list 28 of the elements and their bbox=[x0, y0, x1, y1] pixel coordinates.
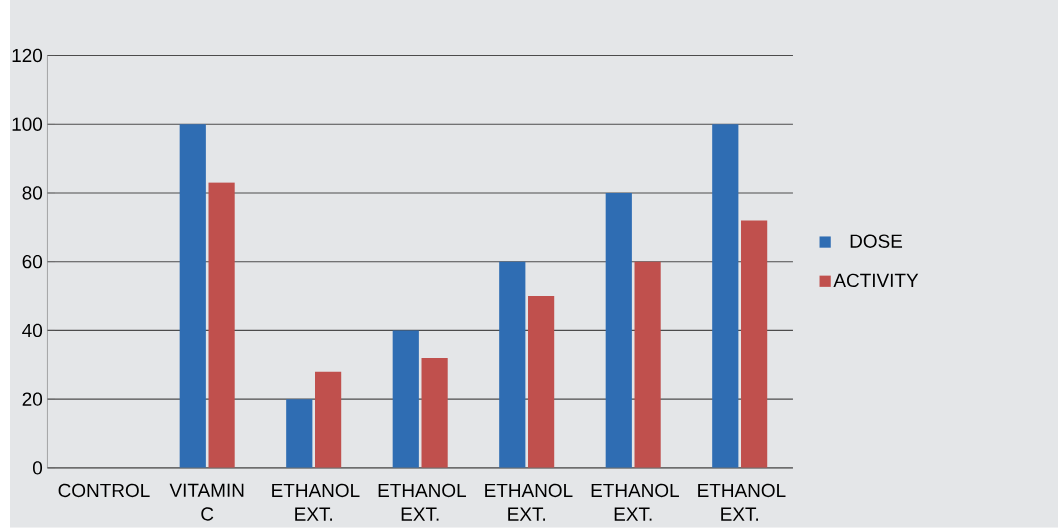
x-tick-label: CONTROL bbox=[58, 483, 150, 498]
bar bbox=[179, 124, 206, 468]
y-tick-label: 20 bbox=[22, 392, 43, 406]
y-tick-label: 100 bbox=[12, 117, 43, 132]
y-tick-label: 60 bbox=[22, 255, 43, 269]
bar bbox=[208, 182, 235, 468]
x-tick-label: ETHANOL EXT. bbox=[698, 483, 786, 521]
bar bbox=[499, 261, 526, 468]
bar bbox=[528, 296, 555, 468]
bar bbox=[392, 330, 419, 468]
bar bbox=[315, 371, 342, 468]
bar bbox=[605, 193, 632, 468]
bar bbox=[286, 399, 313, 468]
legend-label: ACTIVITY bbox=[833, 273, 919, 288]
x-tick-label: ETHANOL EXT. bbox=[378, 483, 466, 521]
bar bbox=[634, 261, 661, 468]
x-tick-label: VITAMIN C bbox=[169, 483, 244, 521]
bar bbox=[421, 358, 448, 468]
x-tick-label: ETHANOL EXT. bbox=[485, 483, 573, 521]
y-tick-label: 0 bbox=[32, 461, 43, 475]
y-tick-label: 80 bbox=[22, 186, 43, 200]
legend-label: DOSE bbox=[850, 234, 903, 249]
bar bbox=[712, 124, 739, 468]
y-tick-label: 120 bbox=[12, 48, 43, 63]
x-tick-label: ETHANOL EXT. bbox=[591, 483, 679, 521]
x-tick-label: ETHANOL EXT. bbox=[272, 483, 360, 521]
bar bbox=[741, 220, 768, 468]
y-tick-label: 40 bbox=[22, 323, 43, 338]
